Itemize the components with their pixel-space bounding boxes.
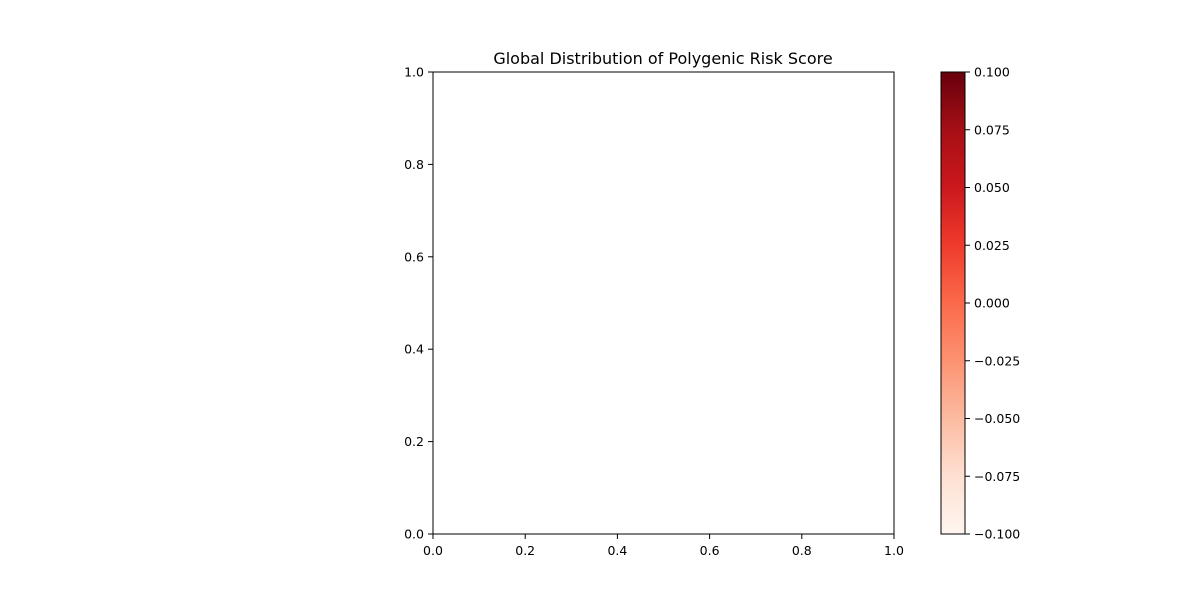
y-axis: 0.0 0.2 0.4 0.6 0.8 1.0 <box>404 65 433 542</box>
colorbar-tick-label: 0.100 <box>974 65 1010 80</box>
colorbar-tick-label: −0.075 <box>974 469 1020 484</box>
colorbar-tick-label: 0.050 <box>974 180 1010 195</box>
colorbar-tick-label: −0.100 <box>974 527 1020 542</box>
colorbar-axis: 0.100 0.075 0.050 0.025 0.000 −0.025 −0.050 −0.… <box>965 65 1020 542</box>
plot-area <box>433 72 894 534</box>
y-tick-label: 1.0 <box>404 65 424 80</box>
y-tick-label: 0.2 <box>404 434 424 449</box>
plot-frame <box>432 71 895 535</box>
y-tick-label: 0.4 <box>404 342 424 357</box>
x-tick-label: 1.0 <box>884 543 904 558</box>
colorbar-gradient <box>941 72 965 534</box>
x-tick-label: 0.8 <box>792 543 812 558</box>
colorbar-tick-label: 0.025 <box>974 238 1010 253</box>
y-tick-label: 0.8 <box>404 157 424 172</box>
y-tick-label: 0.6 <box>404 249 424 264</box>
x-tick-label: 0.0 <box>423 543 443 558</box>
colorbar-tick-label: 0.000 <box>974 296 1010 311</box>
y-tick-label: 0.0 <box>404 527 424 542</box>
x-tick-label: 0.6 <box>700 543 720 558</box>
chart-title: Global Distribution of Polygenic Risk Sc… <box>493 49 832 68</box>
colorbar-tick-label: −0.050 <box>974 411 1020 426</box>
x-tick-label: 0.2 <box>515 543 535 558</box>
x-axis: 0.0 0.2 0.4 0.6 0.8 1.0 <box>423 534 904 558</box>
colorbar-tick-label: 0.075 <box>974 122 1010 137</box>
colorbar-tick-label: −0.025 <box>974 353 1020 368</box>
x-tick-label: 0.4 <box>607 543 627 558</box>
